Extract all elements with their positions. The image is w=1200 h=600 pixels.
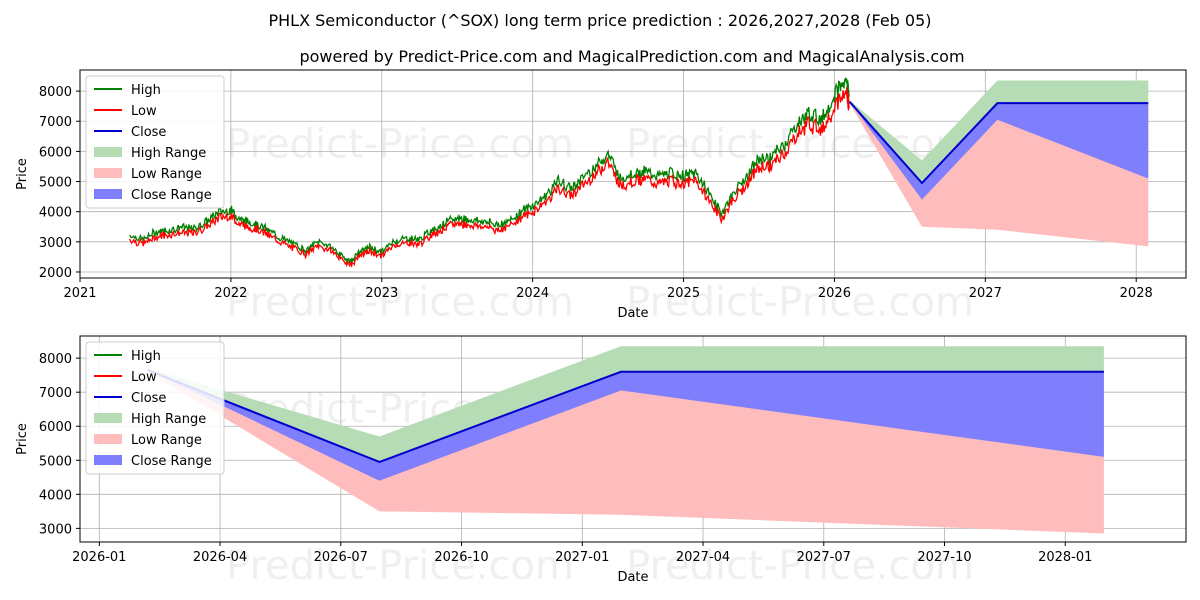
low-series-line [129, 87, 850, 268]
x-tick-label: 2027-07 [797, 550, 851, 565]
y-tick-label: 8000 [39, 85, 72, 100]
y-tick-label: 6000 [39, 420, 72, 435]
y-tick-label: 5000 [39, 176, 72, 191]
x-tick-label: 2026-10 [434, 550, 488, 565]
legend-patch-swatch [94, 168, 122, 178]
legend-entry-label: Low [131, 370, 157, 385]
x-axis-label: Date [617, 306, 648, 321]
y-tick-label: 5000 [39, 454, 72, 469]
x-tick-label: 2021 [63, 286, 96, 301]
legend-patch-swatch [94, 455, 122, 465]
y-tick-label: 3000 [39, 522, 72, 537]
legend-entry-label: Close Range [131, 454, 212, 469]
high-series-line [129, 76, 850, 265]
x-tick-label: 2024 [516, 286, 549, 301]
x-tick-label: 2026-01 [72, 550, 126, 565]
history-panel: Predict-Price.com Predict-Price.com Predic… [15, 69, 1187, 325]
watermark-text: Predict-Price.com [226, 279, 574, 325]
x-tick-label: 2025 [667, 286, 700, 301]
plot-frame [79, 69, 1187, 279]
legend: High Low Close High Range Low Range Close Ran… [85, 75, 225, 209]
legend-entry-label: Low Range [131, 433, 202, 448]
x-tick-label: 2026 [818, 286, 851, 301]
y-tick-label: 8000 [39, 352, 72, 367]
watermark-text: Predict-Price.com [626, 279, 974, 325]
watermark-text: Predict-Price.com [226, 543, 574, 589]
x-tick-label: 2027-10 [917, 550, 971, 565]
legend-entry-label: Low [131, 104, 157, 119]
legend-patch-swatch [94, 413, 122, 423]
y-axis-label: Price [15, 423, 30, 455]
x-axis-label: Date [617, 570, 648, 585]
plot-frame [79, 335, 1187, 543]
close-range-area [147, 370, 1104, 481]
close-forecast-line [147, 369, 1104, 464]
y-tick-label: 4000 [39, 488, 72, 503]
legend-patch-swatch [94, 434, 122, 444]
watermark-text: Predict-Price.com [226, 121, 574, 167]
watermark-text: Predict-Price.com [626, 543, 974, 589]
legend-entry-label: High [131, 349, 161, 364]
x-tick-label: 2027-04 [676, 550, 730, 565]
chart-subtitle: powered by Predict-Price.com and Magical… [299, 47, 964, 66]
x-tick-label: 2023 [365, 286, 398, 301]
close-forecast-line [848, 100, 1149, 185]
legend-entry-label: High Range [131, 146, 206, 161]
y-tick-label: 6000 [39, 145, 72, 160]
legend: High Low Close High Range Low Range Close Ran… [85, 341, 225, 475]
x-tick-label: 2028-01 [1038, 550, 1092, 565]
x-tick-label: 2026-07 [314, 550, 368, 565]
legend-entry-label: High [131, 83, 161, 98]
legend-entry-label: Low Range [131, 167, 202, 182]
legend-patch-swatch [94, 189, 122, 199]
x-tick-label: 2027-01 [555, 550, 609, 565]
chart-title: PHLX Semiconductor (^SOX) long term pric… [269, 11, 932, 30]
y-tick-label: 2000 [39, 266, 72, 281]
legend-entry-label: Close [131, 125, 166, 140]
legend-patch-swatch [94, 147, 122, 157]
x-tick-label: 2022 [214, 286, 247, 301]
legend-entry-label: Close [131, 391, 166, 406]
high-range-area [147, 346, 1104, 462]
legend-entry-label: High Range [131, 412, 206, 427]
x-tick-label: 2026-04 [193, 550, 247, 565]
close-range-area [849, 101, 1149, 200]
legend-entry-label: Close Range [131, 188, 212, 203]
y-axis-label: Price [15, 158, 30, 190]
y-tick-label: 7000 [39, 115, 72, 130]
y-tick-label: 7000 [39, 386, 72, 401]
x-tick-label: 2027 [969, 286, 1002, 301]
y-tick-label: 4000 [39, 206, 72, 221]
high-range-area [849, 80, 1149, 184]
x-tick-label: 2028 [1120, 286, 1153, 301]
y-tick-label: 3000 [39, 236, 72, 251]
